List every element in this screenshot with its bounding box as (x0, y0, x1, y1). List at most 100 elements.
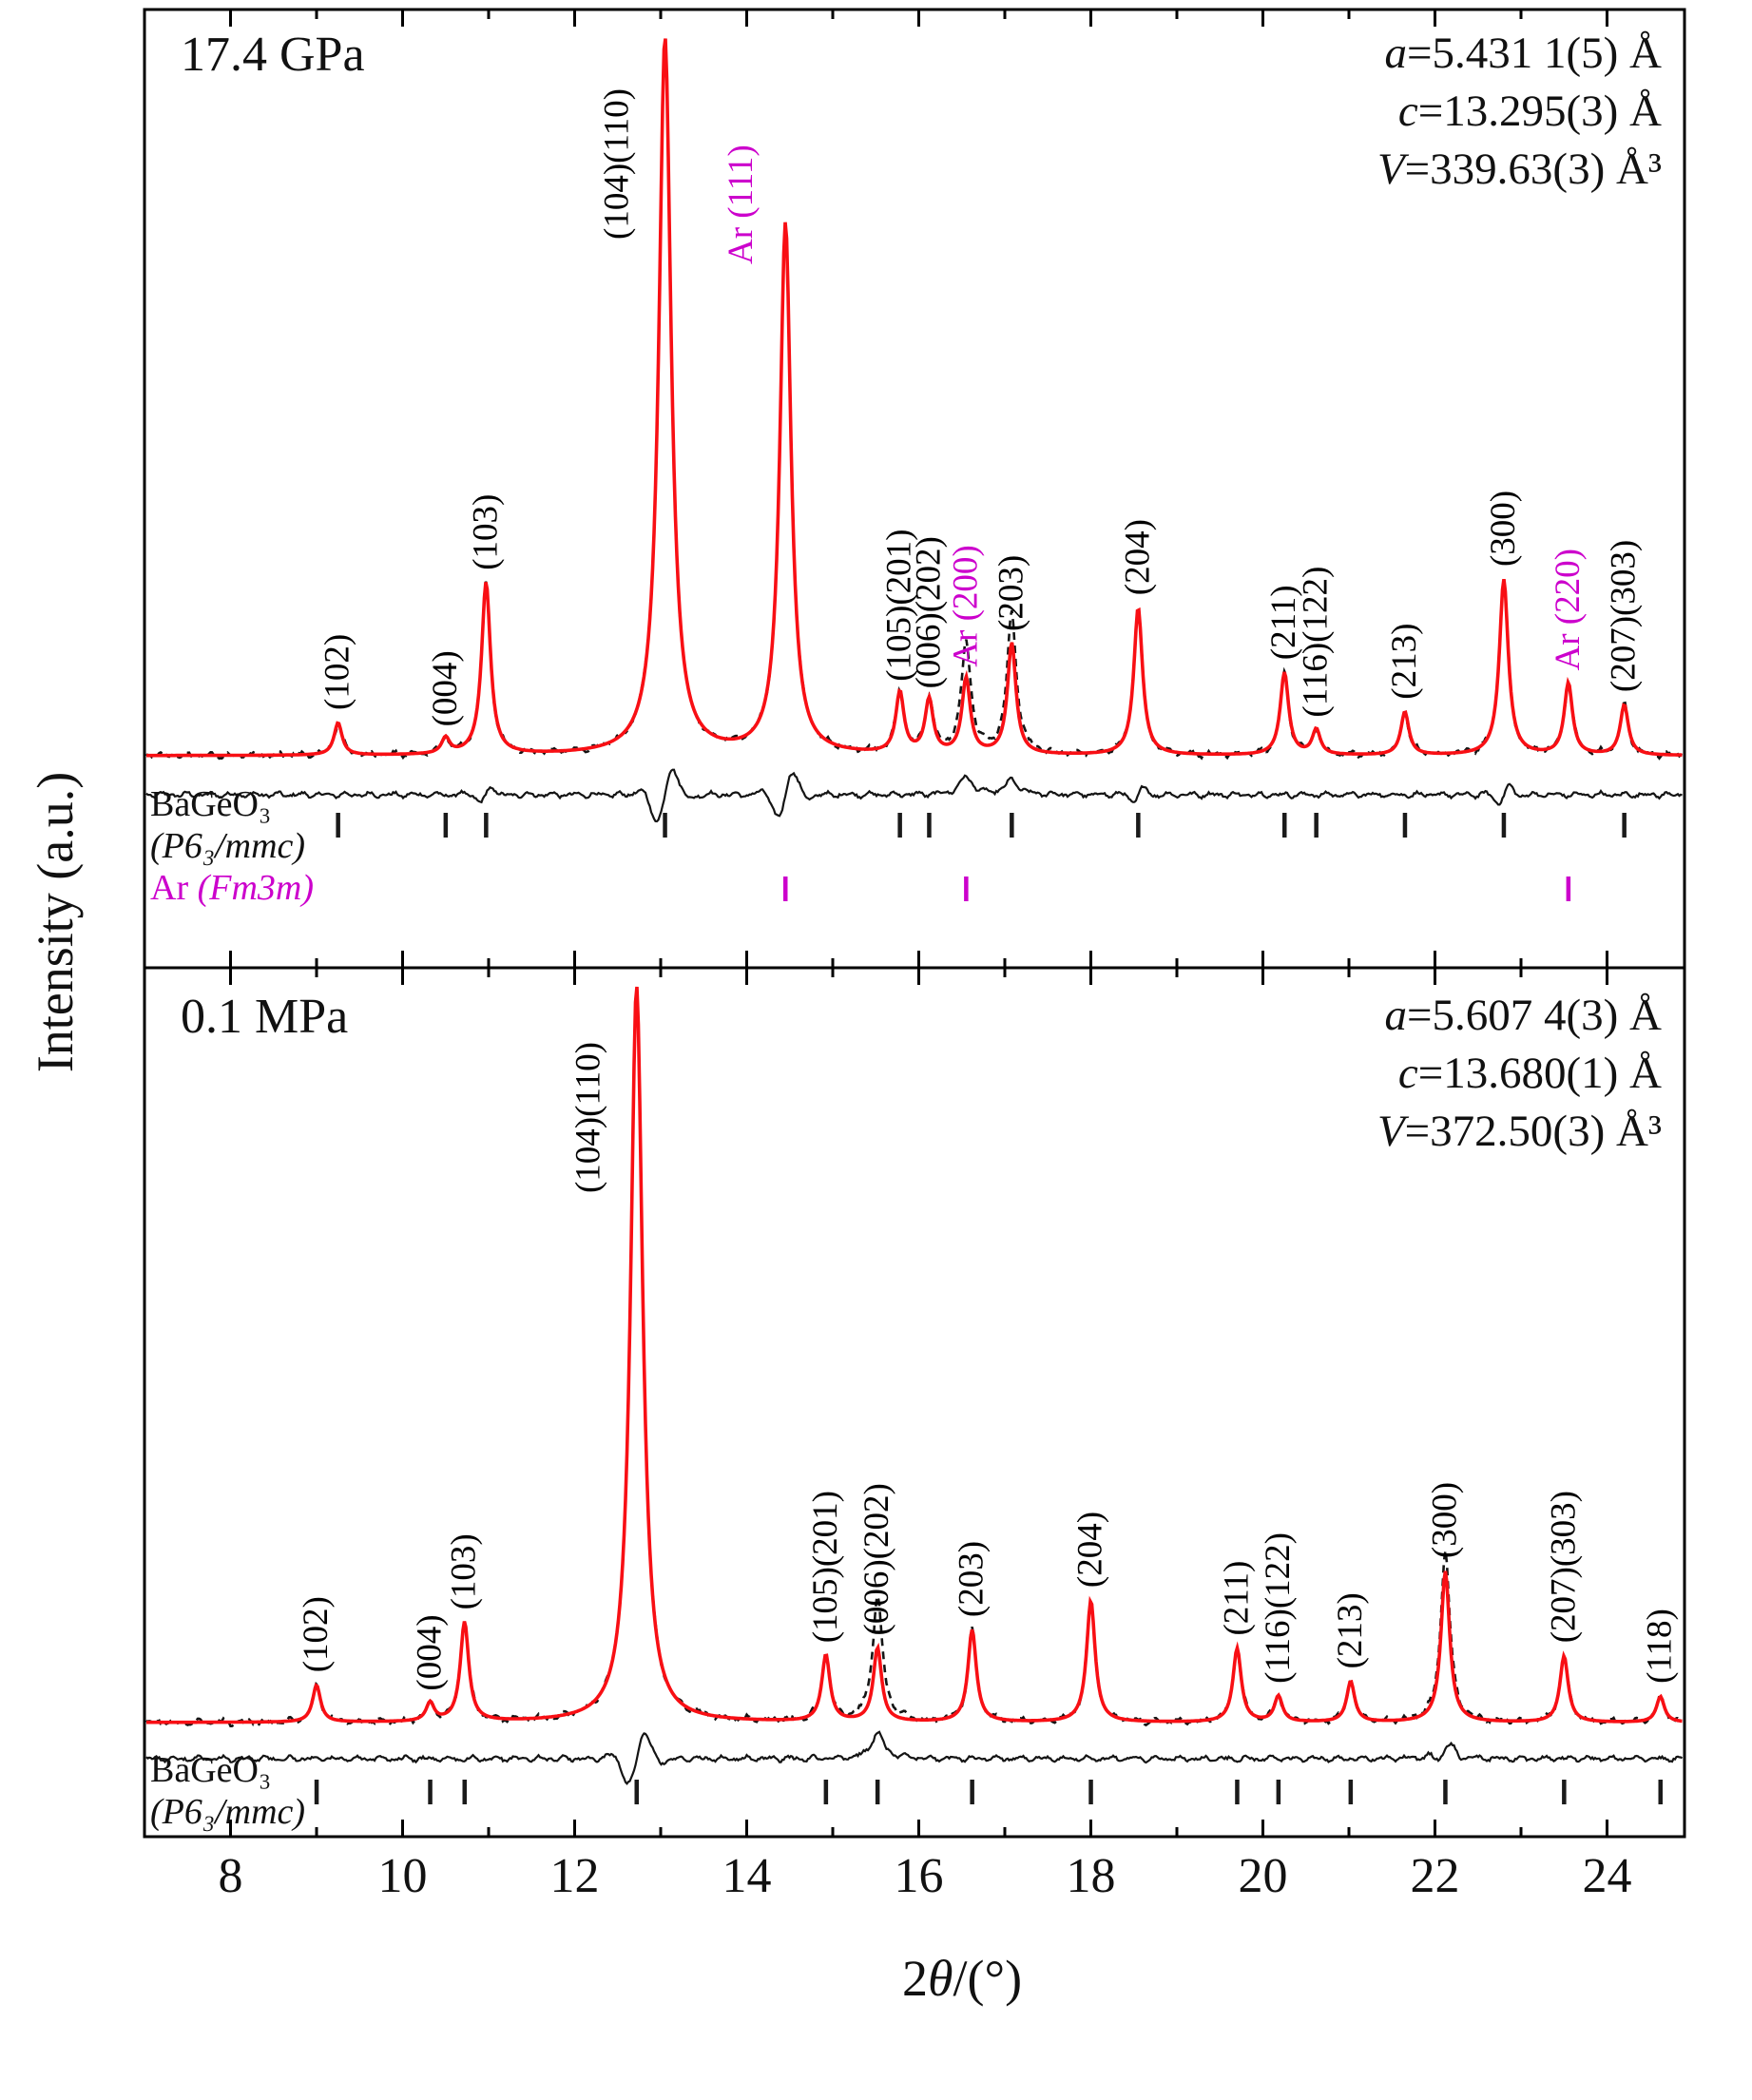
bragg-tick-bottom (314, 1780, 319, 1804)
difference-curve-bottom (145, 1730, 1684, 1785)
lattice-value: =13.680(1) Å (1417, 1049, 1662, 1098)
lattice-parameter-line: c=13.295(3) Å (1377, 83, 1662, 141)
x-axis-title: 2θ/(°) (838, 1949, 1086, 2008)
peak-label: (118) (1641, 1609, 1680, 1684)
peak-label: (300) (1425, 1482, 1464, 1558)
y-axis-title-text: Intensity (a.u.) (27, 771, 84, 1073)
bragg-tick-bottom (462, 1780, 467, 1804)
peak-label: (105)(201) (806, 1491, 845, 1643)
lattice-value: =5.431 1(5) Å (1406, 29, 1662, 78)
x-tick-label: 12 (549, 1849, 600, 1903)
x-tick-label: 24 (1582, 1849, 1632, 1903)
phase-name: BaGeO₃ (150, 1749, 305, 1791)
bragg-tick-bottom (1443, 1780, 1448, 1804)
x-tick-label: 18 (1066, 1849, 1116, 1903)
peak-label: (102) (297, 1596, 336, 1672)
bragg-tick-top (783, 877, 788, 901)
peak-label: (213) (1331, 1592, 1370, 1668)
bragg-tick-bottom (1276, 1780, 1281, 1804)
phase-labels-top: BaGeO₃ (P6₃/mmc) Ar (Fm3m) (150, 783, 314, 909)
x-tick-label: 22 (1410, 1849, 1460, 1903)
y-axis-title: Intensity (a.u.) (26, 772, 85, 1072)
bragg-tick-top (927, 813, 932, 838)
calculated-pattern-curve-top (146, 38, 1683, 758)
bragg-tick-bottom (970, 1780, 974, 1804)
argon-phase-symmetry: (Fm3m) (197, 868, 315, 908)
bragg-tick-top (964, 877, 969, 901)
x-tick-label: 10 (377, 1849, 428, 1903)
bragg-tick-bottom (1088, 1780, 1093, 1804)
phase-name: BaGeO₃ (150, 783, 314, 825)
peak-label: (207)(303) (1544, 1491, 1583, 1643)
phase-symmetry-text: (P6₃/mmc) (150, 1792, 306, 1832)
lattice-value: =13.295(3) Å (1417, 87, 1662, 136)
bragg-tick-top (1010, 813, 1014, 838)
bragg-tick-top (897, 813, 902, 838)
lattice-symbol: c (1397, 87, 1418, 136)
lattice-parameter-line: c=13.680(1) Å (1377, 1045, 1662, 1103)
peak-label: (204) (1071, 1512, 1110, 1588)
bragg-tick-top (1282, 813, 1287, 838)
x-tick-label: 14 (722, 1849, 772, 1903)
pressure-label-bottom: 0.1 MPa (181, 990, 349, 1044)
lattice-value: =372.50(3) Å³ (1404, 1107, 1662, 1156)
bragg-tick-top (443, 813, 449, 838)
bragg-tick-top (1622, 813, 1627, 838)
bragg-tick-bottom (428, 1780, 433, 1804)
bragg-tick-top (1136, 813, 1141, 838)
peak-label: (006)(202) (909, 536, 948, 688)
argon-phase-label: Ar (Fm3m) (150, 867, 314, 909)
lattice-symbol: V (1377, 1107, 1405, 1156)
calculated-pattern-curve-bottom (146, 986, 1683, 1724)
bragg-tick-top (1314, 813, 1319, 838)
difference-curve-top (145, 768, 1683, 823)
bragg-tick-top (1566, 877, 1571, 901)
bragg-tick-bottom (1562, 1780, 1567, 1804)
argon-phase-name: Ar (150, 868, 189, 908)
peak-label: (203) (953, 1541, 992, 1617)
peak-label: (211) (1217, 1561, 1256, 1636)
phase-symmetry: (P6₃/mmc) (150, 825, 314, 867)
panel-frame-bottom (143, 966, 1686, 1839)
lattice-symbol: c (1397, 1049, 1418, 1098)
bragg-tick-bottom (1348, 1780, 1354, 1804)
bragg-tick-bottom (875, 1780, 880, 1804)
lattice-value: =5.607 4(3) Å (1406, 991, 1662, 1040)
bragg-tick-top (484, 813, 489, 838)
peak-label: (102) (318, 634, 357, 710)
peak-label: (006)(202) (857, 1483, 896, 1635)
bragg-tick-top (336, 813, 340, 838)
lattice-parameter-line: V=372.50(3) Å³ (1377, 1103, 1662, 1161)
peak-label: (116)(122) (1297, 567, 1336, 718)
peak-label: (103) (466, 494, 505, 570)
bragg-tick-top (663, 813, 667, 838)
peak-label: (207)(303) (1605, 540, 1644, 692)
x-axis-title-suffix: /(°) (953, 1950, 1023, 2007)
lattice-parameter-line: a=5.607 4(3) Å (1377, 987, 1662, 1045)
peak-label: (204) (1118, 519, 1157, 595)
x-tick-label: 20 (1238, 1849, 1288, 1903)
bragg-tick-top (1402, 813, 1408, 838)
peak-label: (211) (1264, 585, 1303, 660)
lattice-symbol: a (1384, 991, 1407, 1040)
x-tick-label: 8 (218, 1849, 243, 1903)
phase-labels-bottom: BaGeO₃ (P6₃/mmc) (150, 1749, 305, 1833)
peak-label: Ar (200) (946, 545, 985, 666)
peak-label: (105)(201) (880, 530, 919, 682)
bragg-tick-bottom (1658, 1780, 1663, 1804)
bragg-tick-bottom (1235, 1780, 1240, 1804)
peak-label: (300) (1484, 491, 1523, 567)
bragg-tick-bottom (634, 1780, 639, 1804)
x-tick-label: 16 (894, 1849, 944, 1903)
lattice-symbol: V (1377, 144, 1405, 194)
pressure-label-top: 17.4 GPa (181, 28, 365, 82)
peak-label: (116)(122) (1259, 1532, 1298, 1684)
lattice-parameter-line: a=5.431 1(5) Å (1377, 25, 1662, 83)
phase-name-text: BaGeO₃ (150, 1750, 272, 1790)
phase-name-text: BaGeO₃ (150, 784, 272, 824)
peak-label: (103) (445, 1533, 484, 1609)
